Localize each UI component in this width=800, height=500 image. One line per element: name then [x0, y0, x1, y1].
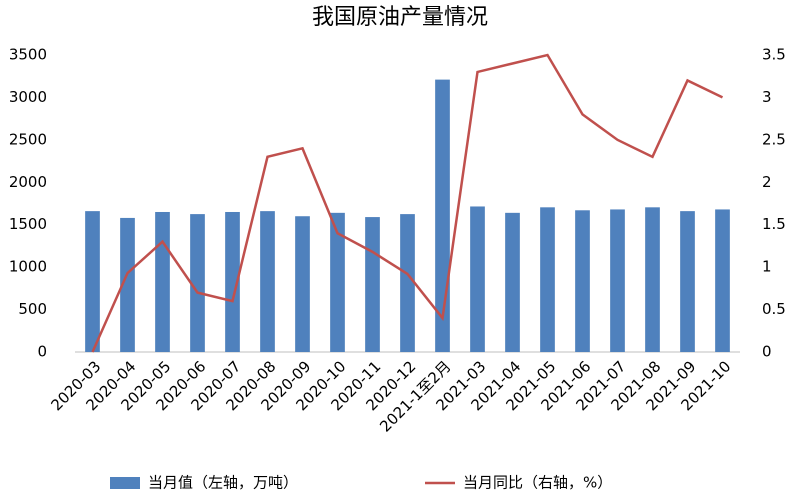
bar [85, 211, 100, 352]
bar [505, 212, 520, 352]
bar [330, 212, 345, 352]
bar [190, 214, 205, 352]
y2-tick-label: 1 [762, 258, 772, 276]
bar [470, 206, 485, 352]
y-tick-label: 3500 [9, 46, 47, 64]
y-tick-label: 500 [18, 300, 47, 318]
bar [225, 211, 240, 352]
bar [260, 211, 275, 352]
bar [155, 211, 170, 352]
legend-label: 当月值（左轴，万吨） [148, 474, 298, 492]
y2-tick-label: 2.5 [762, 130, 786, 148]
line [91, 53, 724, 353]
y-tick-label: 3000 [9, 88, 47, 106]
legend-label: 当月同比（右轴，%） [463, 474, 612, 492]
y2-tick-label: 0.5 [762, 300, 786, 318]
bar [295, 216, 310, 352]
bar [680, 211, 695, 352]
chart-title: 我国原油产量情况 [312, 5, 488, 30]
bar [540, 207, 555, 352]
y2-tick-label: 1.5 [762, 215, 786, 233]
bar [400, 214, 415, 352]
y-tick-label: 0 [37, 343, 47, 361]
legend-swatch [110, 477, 140, 489]
bar [365, 217, 380, 352]
y-tick-label: 2000 [9, 173, 47, 191]
bar [575, 210, 590, 352]
y-tick-label: 1500 [9, 215, 47, 233]
y2-tick-label: 3 [762, 88, 772, 106]
y-tick-label: 2500 [9, 130, 47, 148]
bar [120, 217, 135, 352]
bar [610, 209, 625, 352]
bar [715, 209, 730, 352]
y2-tick-label: 3.5 [762, 46, 786, 64]
y2-tick-label: 0 [762, 343, 772, 361]
y2-tick-label: 2 [762, 173, 772, 191]
y-tick-label: 1000 [9, 258, 47, 276]
bar [645, 207, 660, 352]
